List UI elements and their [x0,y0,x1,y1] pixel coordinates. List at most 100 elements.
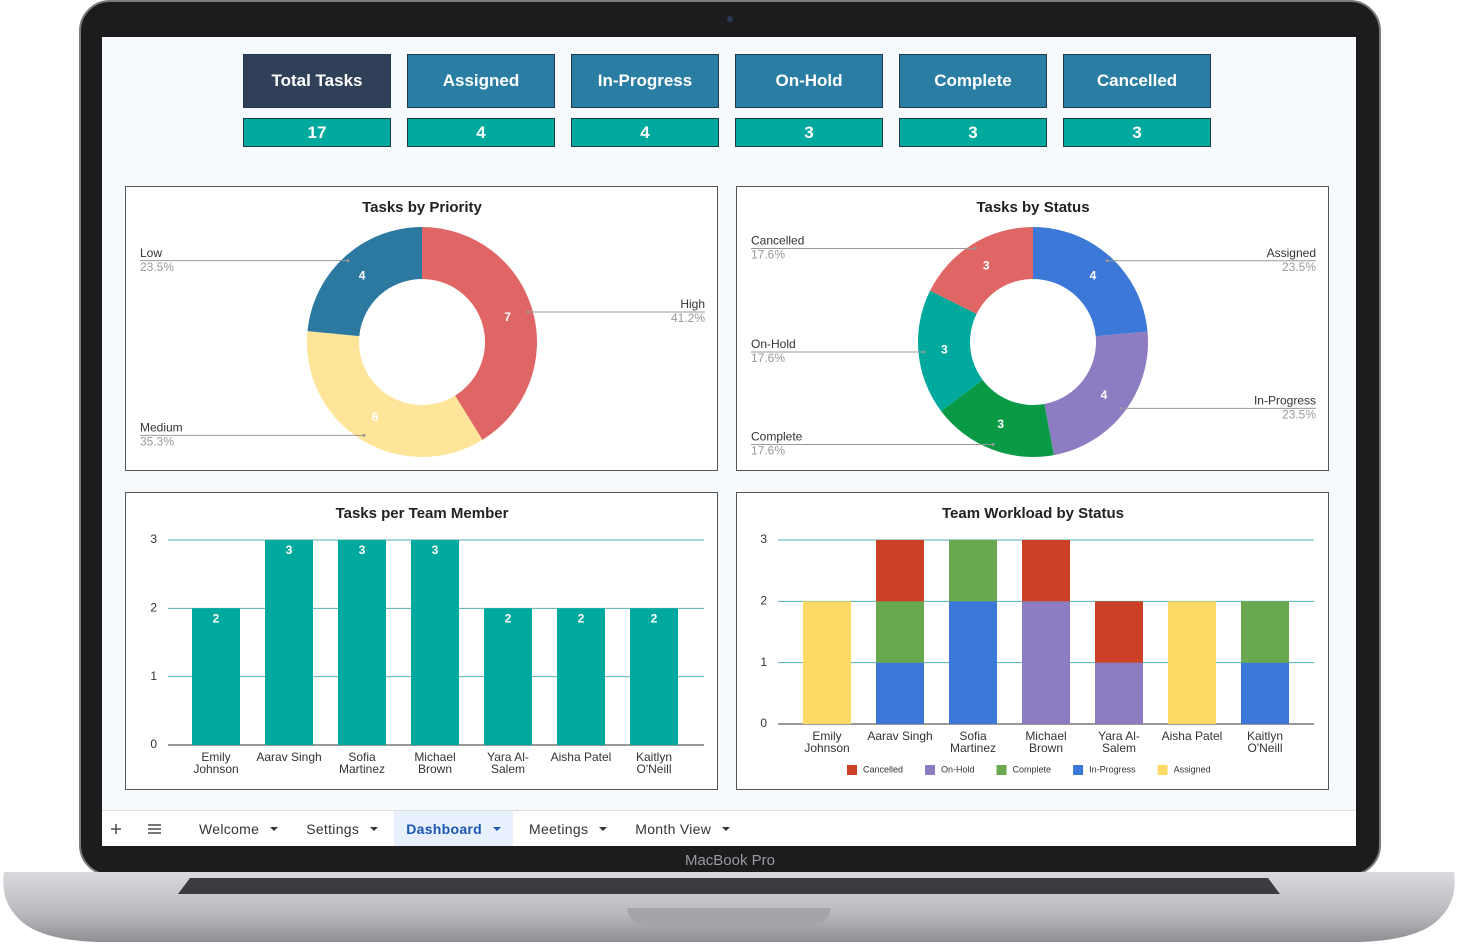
slice-value-label: 6 [372,410,379,424]
slice-percent-label: 35.3% [140,435,174,449]
x-tick-label: Kaitlyn O'Neill [1246,729,1284,755]
legend-label: Complete [1013,764,1052,774]
card-value: 17 [243,118,391,147]
sheet-tab[interactable]: Meetings [517,811,619,846]
bar-segment [949,601,997,724]
leader-dot [973,246,977,250]
donut-slice [422,227,537,440]
bar-segment [1241,601,1289,663]
device-label: MacBook Pro [685,852,775,869]
card-value: 3 [735,118,883,147]
bar-value-label: 2 [213,612,220,626]
chart-panel: Tasks per Team Member 0 1 2 3 2 3 3 3 2 2 2 Emily Jo… [125,492,718,790]
y-tick-label: 2 [760,594,767,608]
chart-title: Tasks by Status [976,199,1089,216]
slice-value-label: 3 [941,342,948,356]
bar [484,608,532,745]
bar-segment [876,601,924,663]
x-tick-label: Aarav Singh [256,750,322,764]
chart-title: Tasks per Team Member [336,505,509,522]
chart-panel: Tasks by Priority 7 High 41.2% 6 Medium 35.3% 4… [125,186,718,471]
bar-segment [1095,601,1143,663]
slice-value-label: 3 [983,258,990,272]
camera [727,16,733,22]
slice-value-label: 4 [1090,268,1097,282]
sheet-tab[interactable]: Dashboard [394,811,514,846]
tab-label: Meetings [529,821,589,837]
sheet-tab[interactable]: Month View [623,811,742,846]
bar-value-label: 3 [359,543,366,557]
slice-percent-label: 41.2% [671,311,705,325]
x-tick-label: Michael Brown [414,750,456,776]
slice-name-label: On-Hold [751,337,796,351]
donut-slice [1033,227,1148,337]
slice-value-label: 4 [359,268,366,282]
sheet-tab[interactable]: Settings [294,811,390,846]
trackpad-notch [627,908,831,926]
slice-value-label: 7 [504,310,511,324]
donut-slice [930,227,1033,314]
legend-swatch [1157,765,1168,775]
bar-segment [1241,662,1289,724]
y-tick-label: 1 [760,655,767,669]
card-label: Assigned [407,54,555,108]
legend-label: Assigned [1174,764,1211,774]
bar-value-label: 2 [651,612,658,626]
chart-title: Team Workload by Status [942,505,1124,522]
tab-label: Dashboard [406,821,483,837]
card-value: 3 [1063,118,1211,147]
x-tick-label: Michael Brown [1025,729,1067,755]
bar-value-label: 3 [286,543,293,557]
tab-caret [599,827,608,831]
screen: Welcome Settings Dashboard Meetings Month Vi… [102,37,1356,846]
tab-caret [270,827,279,831]
legend-label: On-Hold [941,764,975,774]
tab-caret [493,827,502,831]
bar-value-label: 3 [432,543,439,557]
card-value: 4 [571,118,719,147]
bar [338,540,386,745]
bar-segment [803,601,851,724]
card-label: In-Progress [571,54,719,108]
tab-label: Welcome [199,821,260,837]
slice-name-label: Assigned [1267,246,1316,260]
donut-slice [918,290,983,412]
y-tick-label: 2 [150,601,157,615]
tab-label: Month View [635,821,712,837]
all-sheets-button[interactable] [148,824,161,834]
bar [411,540,459,745]
card-value: 3 [899,118,1047,147]
donut-slice [1044,331,1148,456]
legend-swatch [925,765,936,775]
bar [630,608,678,745]
tab-caret [722,827,731,831]
slice-percent-label: 23.5% [1282,408,1316,422]
sheet-tab[interactable]: Welcome [187,811,290,846]
slice-name-label: Cancelled [751,234,804,248]
y-tick-label: 0 [760,716,767,730]
y-tick-label: 1 [150,669,157,683]
x-tick-label: Aisha Patel [550,750,612,764]
leader-dot [1119,406,1123,410]
x-tick-label: Emily Johnson [804,729,850,755]
chart-title: Tasks by Priority [362,199,482,216]
card-value: 4 [407,118,555,147]
bar-segment [1022,540,1070,602]
y-tick-label: 0 [150,737,157,751]
bar [265,540,313,745]
add-sheet-button[interactable] [111,824,121,834]
legend-label: In-Progress [1089,764,1136,774]
chart: Team Workload by Status 0 1 2 3 Cancelled On-H… [760,505,1314,775]
tab-caret [370,827,379,831]
bar-segment [876,662,924,724]
donut-slice [307,331,483,457]
leader-dot [526,310,530,314]
x-tick-label: Kaitlyn O'Neill [635,750,673,776]
leader-dot [921,350,925,354]
bar-segment [1095,662,1143,724]
x-tick-label: Yara Al-Salem [1098,729,1140,755]
chart-panel: Team Workload by Status 0 1 2 3 Cancelled On-H… [736,492,1329,790]
slice-name-label: Medium [140,421,183,435]
bar-segment [949,540,997,602]
